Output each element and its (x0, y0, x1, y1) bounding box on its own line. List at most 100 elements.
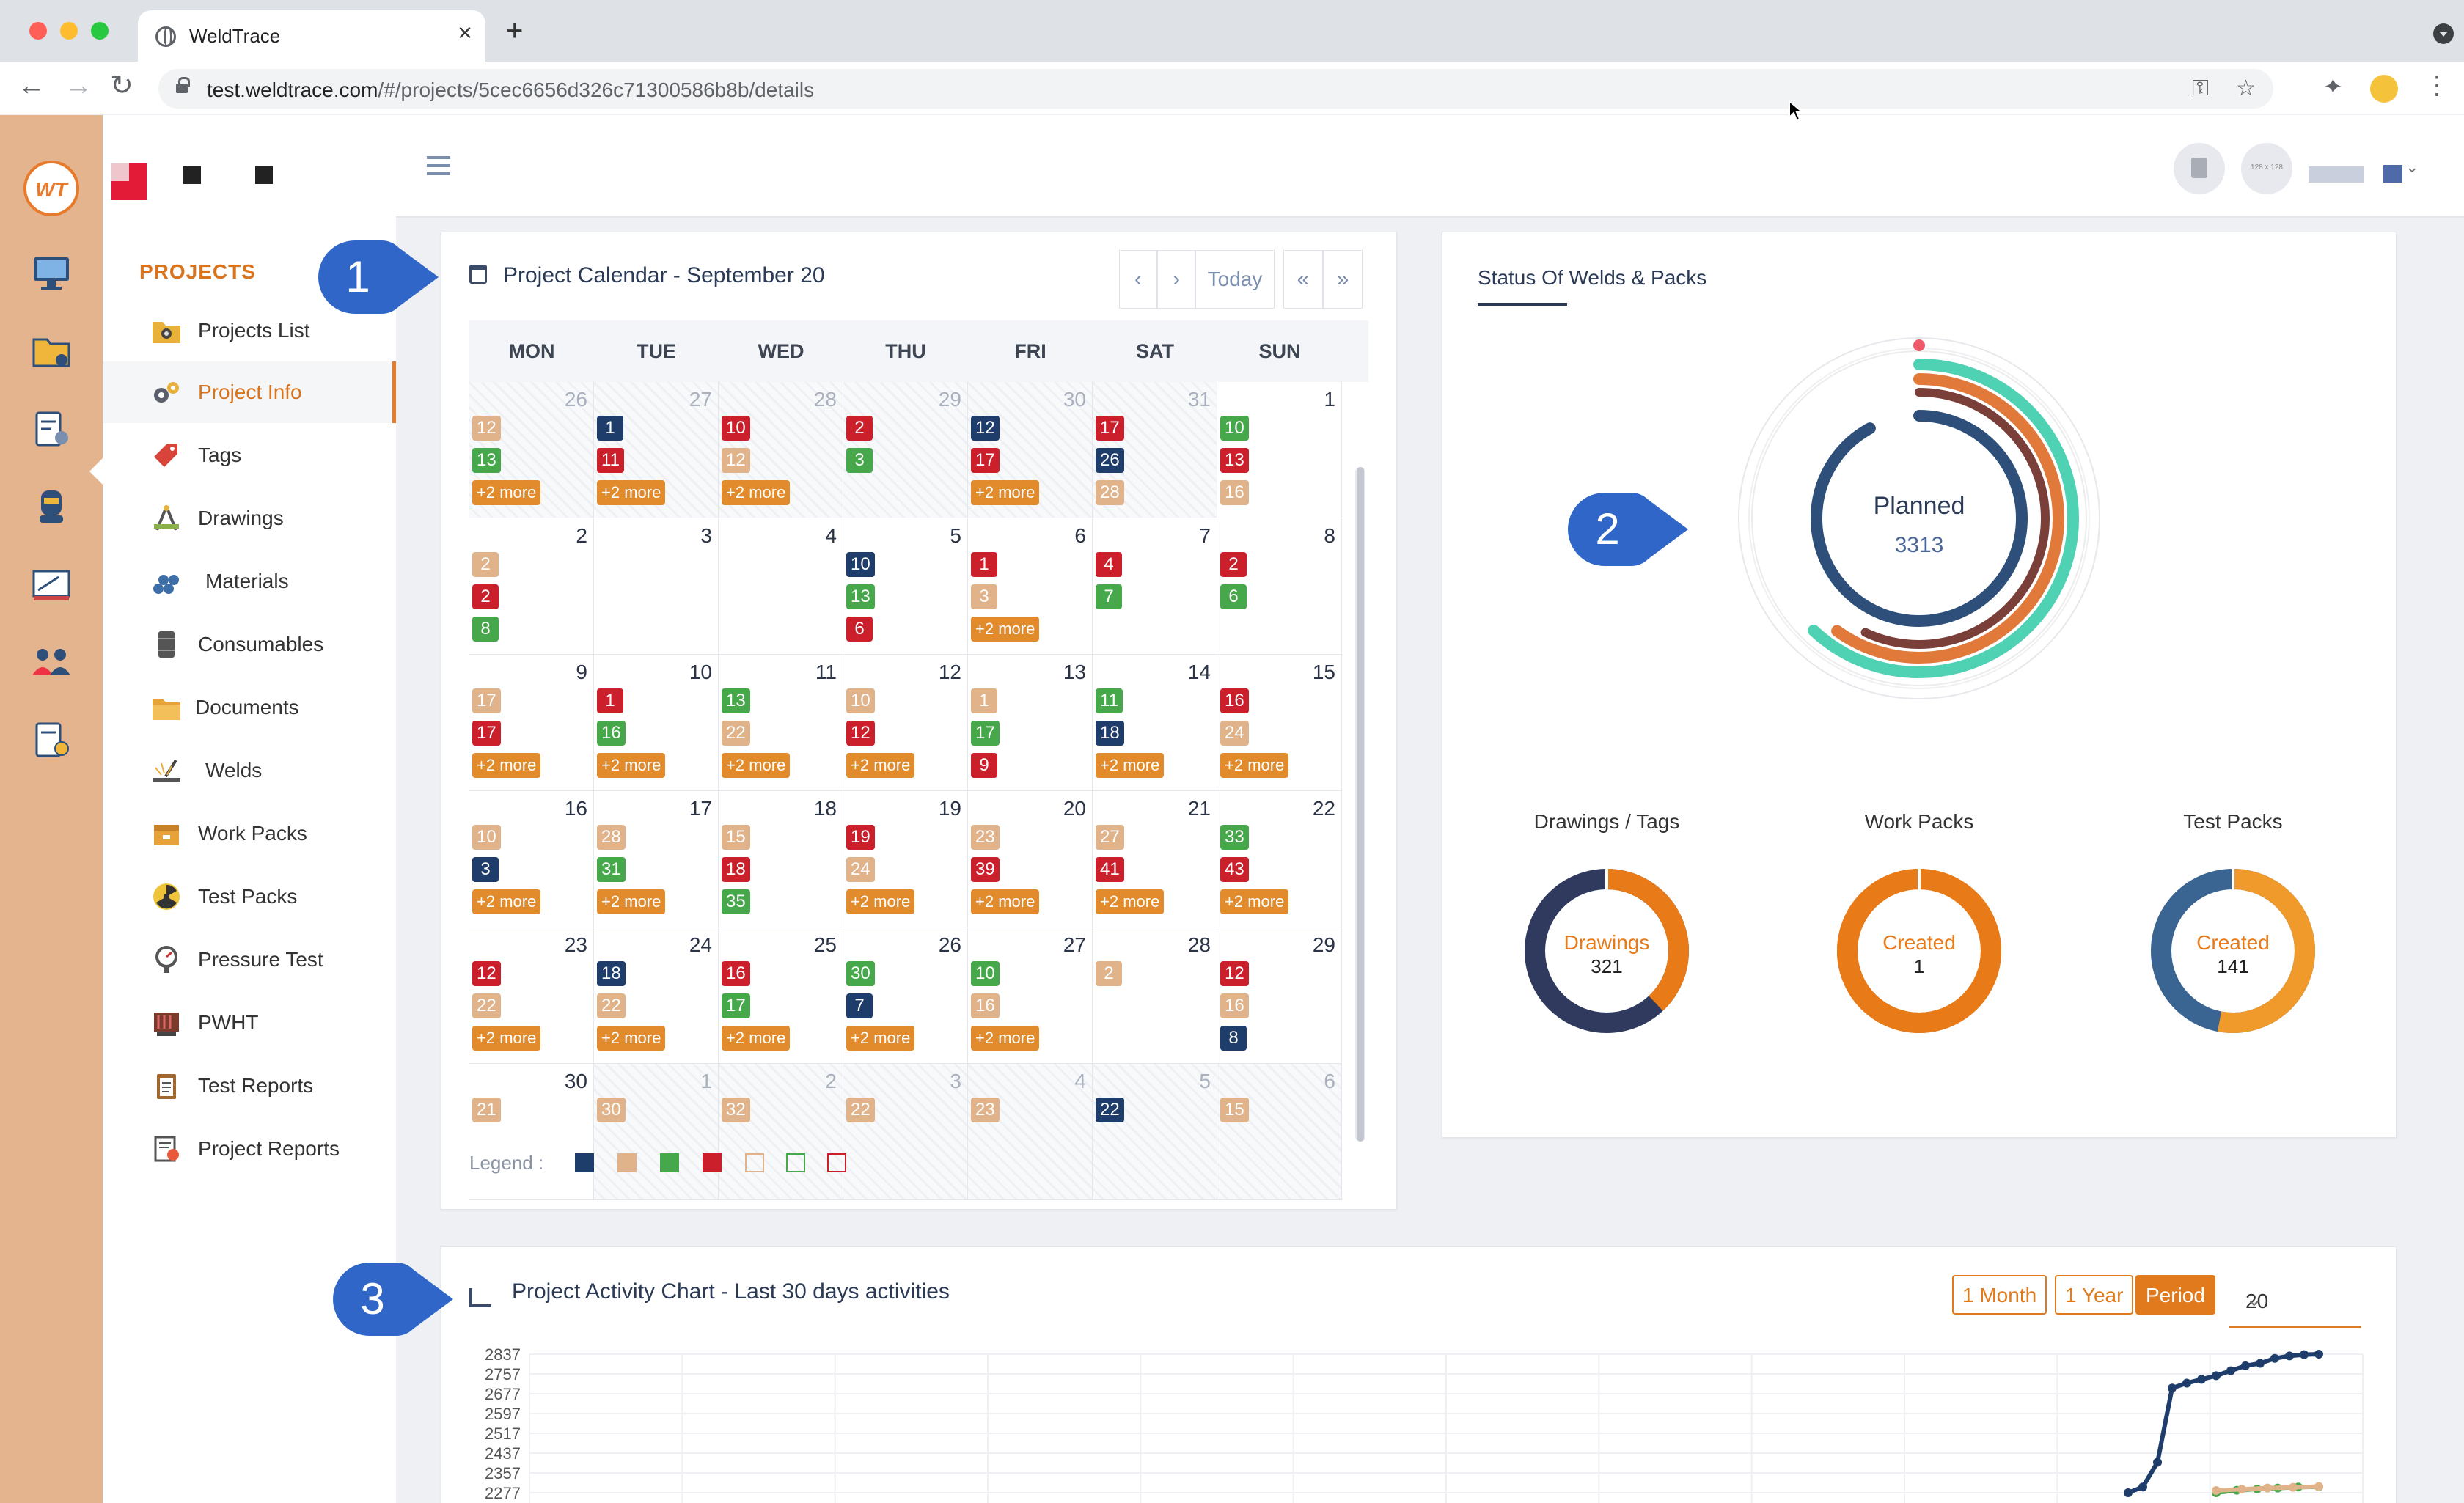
sidebar-item-project-info[interactable]: Project Info (103, 361, 396, 423)
series-point[interactable] (2168, 1383, 2177, 1393)
series-point[interactable] (2212, 1371, 2221, 1381)
calendar-day-cell[interactable]: 12 10 12 +2 more (843, 655, 968, 791)
forward-button[interactable]: → (65, 70, 92, 101)
calendar-more-link[interactable]: +2 more (472, 480, 541, 505)
sidebar-item-work-packs[interactable]: Work Packs (103, 803, 396, 864)
sidebar-item-test-reports[interactable]: Test Reports (103, 1055, 396, 1117)
series-point[interactable] (2182, 1378, 2191, 1388)
calendar-more-link[interactable]: +2 more (1096, 753, 1165, 778)
calendar-prev-button[interactable]: ‹ (1119, 250, 1157, 309)
calendar-event-badge[interactable]: 7 (846, 993, 873, 1018)
sidebar-item-projects-list[interactable]: Projects List (103, 300, 396, 361)
calendar-event-badge[interactable]: 13 (722, 688, 750, 713)
sidebar-item-test-packs[interactable]: Test Packs (103, 866, 396, 927)
welder-mask-icon[interactable] (29, 488, 73, 526)
calendar-day-cell[interactable]: 5 10 13 6 (843, 518, 968, 655)
calendar-day-cell[interactable]: 31 17 26 28 (1093, 382, 1217, 518)
calendar-day-cell[interactable]: 28 2 (1093, 927, 1217, 1064)
period-select[interactable]: 20 ⌄ (2229, 1276, 2361, 1328)
calendar-event-badge[interactable]: 33 (1220, 825, 1249, 850)
calendar-more-link[interactable]: +2 more (597, 1026, 666, 1051)
calendar-event-badge[interactable]: 35 (722, 889, 750, 914)
tab-close-icon[interactable]: × (458, 19, 472, 47)
calendar-event-badge[interactable]: 17 (971, 721, 1000, 746)
calendar-event-badge[interactable]: 17 (971, 448, 1000, 473)
user-name-placeholder[interactable] (2309, 166, 2364, 183)
calendar-day-cell[interactable]: 24 18 22 +2 more (594, 927, 719, 1064)
calendar-event-badge[interactable]: 3 (472, 857, 499, 882)
sidebar-item-pwht[interactable]: PWHT (103, 992, 396, 1054)
calendar-event-badge[interactable]: 16 (1220, 993, 1249, 1018)
calendar-event-badge[interactable]: 30 (597, 1098, 626, 1122)
calendar-event-badge[interactable]: 18 (722, 857, 750, 882)
tab-search-icon[interactable] (2433, 23, 2454, 44)
series-point[interactable] (2226, 1366, 2235, 1375)
window-minimize-button[interactable] (60, 22, 78, 40)
calendar-event-badge[interactable]: 22 (597, 993, 626, 1018)
range-period-button[interactable]: Period (2135, 1275, 2215, 1315)
calendar-event-badge[interactable]: 11 (597, 448, 624, 473)
user-avatar[interactable]: 128 x 128 (2241, 143, 2292, 194)
calendar-event-badge[interactable]: 9 (971, 753, 997, 778)
calendar-event-badge[interactable]: 2 (1220, 552, 1247, 577)
notifications-icon[interactable] (2174, 143, 2225, 194)
calendar-event-badge[interactable]: 1 (597, 688, 623, 713)
calendar-event-badge[interactable]: 26 (1096, 448, 1124, 473)
browser-tab[interactable]: WeldTrace × (138, 10, 485, 62)
calendar-event-badge[interactable]: 31 (597, 857, 626, 882)
calendar-more-link[interactable]: +2 more (472, 889, 541, 914)
sidebar-item-documents[interactable]: Documents (103, 677, 396, 738)
calendar-day-cell[interactable]: 6 1 3 +2 more (968, 518, 1093, 655)
team-users-icon[interactable] (29, 643, 73, 681)
series-point[interactable] (2314, 1350, 2323, 1359)
calendar-event-badge[interactable]: 22 (1096, 1098, 1124, 1122)
calendar-event-badge[interactable]: 12 (722, 448, 750, 473)
calendar-day-cell[interactable]: 17 28 31 +2 more (594, 791, 719, 927)
calendar-event-badge[interactable]: 7 (1096, 584, 1122, 609)
sidebar-item-materials[interactable]: Materials (103, 551, 396, 612)
calendar-event-badge[interactable]: 3 (846, 448, 873, 473)
calendar-event-badge[interactable]: 8 (1220, 1026, 1247, 1051)
calendar-event-badge[interactable]: 32 (722, 1098, 750, 1122)
calendar-event-badge[interactable]: 39 (971, 857, 1000, 882)
sidebar-item-project-reports[interactable]: Project Reports (103, 1118, 396, 1180)
calendar-event-badge[interactable]: 16 (971, 993, 1000, 1018)
calendar-event-badge[interactable]: 2 (846, 416, 873, 441)
calendar-more-link[interactable]: +2 more (1220, 753, 1289, 778)
calendar-event-badge[interactable]: 28 (597, 825, 626, 850)
calendar-more-link[interactable]: +2 more (1096, 889, 1165, 914)
calendar-day-cell[interactable]: 9 17 17 +2 more (469, 655, 594, 791)
calendar-event-badge[interactable]: 13 (472, 448, 501, 473)
calendar-event-badge[interactable]: 12 (1220, 961, 1249, 986)
calendar-more-link[interactable]: +2 more (846, 1026, 915, 1051)
calendar-event-badge[interactable]: 13 (1220, 448, 1249, 473)
window-maximize-button[interactable] (91, 22, 109, 40)
calendar-day-cell[interactable]: 7 4 7 (1093, 518, 1217, 655)
calendar-more-link[interactable]: +2 more (846, 889, 915, 914)
calendar-more-link[interactable]: +2 more (722, 753, 791, 778)
calendar-next-year-button[interactable]: » (1323, 250, 1363, 309)
weldtrace-logo[interactable]: WT (23, 161, 79, 216)
series-point[interactable] (2237, 1485, 2246, 1494)
sidebar-item-welds[interactable]: Welds (103, 740, 396, 801)
sidebar-item-consumables[interactable]: Consumables (103, 614, 396, 675)
calendar-day-cell[interactable]: 1 10 13 16 (1217, 382, 1342, 518)
report-clock-icon[interactable] (29, 721, 73, 759)
series-point[interactable] (2124, 1488, 2133, 1497)
calendar-day-cell[interactable]: 13 1 17 9 (968, 655, 1093, 791)
calendar-prev-year-button[interactable]: « (1283, 250, 1323, 309)
series-point[interactable] (2285, 1351, 2294, 1361)
series-point[interactable] (2289, 1482, 2298, 1492)
calendar-event-badge[interactable]: 17 (722, 993, 750, 1018)
calendar-more-link[interactable]: +2 more (722, 1026, 791, 1051)
calendar-today-button[interactable]: Today (1195, 250, 1275, 309)
calendar-day-cell[interactable]: 11 13 22 +2 more (719, 655, 843, 791)
calendar-day-cell[interactable]: 29 12 16 8 (1217, 927, 1342, 1064)
calendar-event-badge[interactable]: 15 (1220, 1098, 1249, 1122)
calendar-day-cell[interactable]: 25 16 17 +2 more (719, 927, 843, 1064)
calendar-event-badge[interactable]: 12 (846, 721, 875, 746)
series-point[interactable] (2256, 1359, 2265, 1368)
calendar-day-cell[interactable]: 30 12 17 +2 more (968, 382, 1093, 518)
calendar-event-badge[interactable]: 10 (971, 961, 1000, 986)
range-1-month-button[interactable]: 1 Month (1952, 1275, 2047, 1315)
